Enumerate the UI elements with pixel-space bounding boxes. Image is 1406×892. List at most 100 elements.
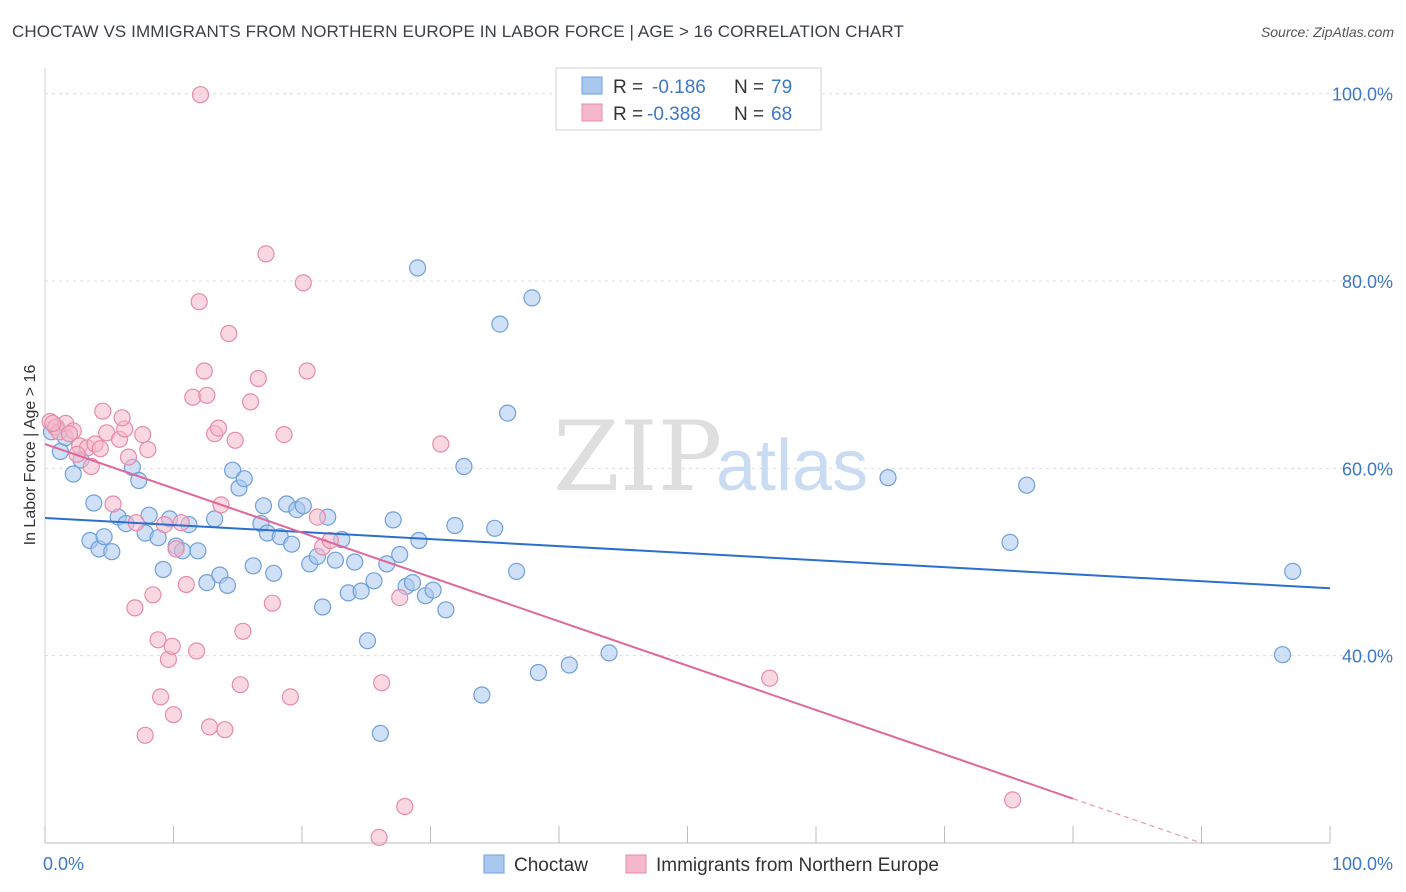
immigrants-point: [242, 393, 260, 411]
y-tick-label: 80.0%: [1342, 272, 1393, 292]
choctaw-point: [1001, 533, 1019, 552]
immigrants-point: [149, 631, 167, 649]
y-tick-label: 60.0%: [1342, 459, 1393, 479]
trend-line-choctaw: [44, 517, 1331, 590]
choctaw-point: [371, 724, 389, 743]
immigrants-point: [761, 669, 779, 687]
y-axis-label: In Labor Force | Age > 16: [22, 365, 39, 546]
immigrants-point: [44, 414, 62, 432]
immigrants-point: [373, 674, 391, 692]
legend-r-value-choctaw: -0.186: [652, 77, 706, 98]
legend-swatch-immigrants: [581, 103, 603, 122]
choctaw-point: [523, 289, 541, 307]
immigrants-point: [104, 495, 122, 513]
choctaw-point: [391, 545, 409, 564]
immigrants-point: [396, 797, 414, 816]
choctaw-point: [446, 516, 464, 535]
immigrants-point: [249, 369, 267, 388]
immigrants-point: [226, 431, 244, 449]
choctaw-point: [491, 315, 509, 333]
immigrants-point: [60, 425, 79, 443]
choctaw-point: [410, 531, 428, 550]
x-tick-labels: 0.0% 100.0%: [43, 854, 1393, 874]
axes: [44, 68, 1331, 844]
immigrants-point: [134, 426, 152, 444]
immigrants-point: [164, 706, 183, 724]
bottom-legend-swatch-immigrants: [625, 854, 647, 874]
immigrants-point: [190, 293, 208, 311]
immigrants-point: [281, 688, 299, 706]
immigrants-point: [152, 688, 170, 706]
legend-swatch-choctaw: [581, 76, 603, 95]
immigrants-point: [370, 828, 388, 847]
choctaw-point: [1018, 476, 1036, 494]
choctaw-point: [384, 511, 402, 529]
choctaw-point: [346, 553, 364, 571]
choctaw-point: [409, 259, 427, 277]
choctaw-point: [244, 557, 262, 575]
immigrants-point: [294, 274, 312, 292]
choctaw-point: [283, 535, 301, 553]
immigrants-point: [184, 388, 202, 406]
immigrants-point: [119, 448, 138, 466]
choctaw-point: [103, 543, 121, 561]
choctaw-point: [64, 465, 82, 483]
immigrants-point: [94, 402, 112, 420]
immigrants-point: [163, 637, 181, 655]
choctaw-point: [560, 656, 578, 674]
immigrants-point: [257, 245, 275, 263]
legend-n-value-immigrants: 68: [771, 104, 792, 125]
choctaw-point: [507, 562, 526, 581]
immigrants-point: [198, 386, 216, 404]
watermark: ZIP atlas: [553, 401, 868, 513]
bottom-legend-choctaw: Choctaw: [514, 855, 588, 876]
y-tick-labels: 40.0% 60.0% 80.0% 100.0%: [1332, 85, 1393, 667]
immigrants-point: [231, 676, 249, 694]
bottom-legend-immigrants: Immigrants from Northern Europe: [656, 855, 939, 876]
legend-n-label: N =: [734, 104, 764, 125]
immigrants-point: [188, 642, 206, 660]
immigrants-point: [216, 721, 234, 739]
choctaw-point: [189, 542, 207, 560]
watermark-atlas: atlas: [716, 426, 868, 506]
choctaw-point: [529, 663, 548, 682]
legend-r-label: R =: [613, 77, 643, 98]
immigrants-point: [177, 575, 195, 594]
choctaw-point: [486, 519, 504, 537]
bottom-legend-swatch-choctaw: [483, 854, 505, 874]
choctaw-point: [85, 494, 103, 512]
choctaw-point: [235, 470, 253, 488]
immigrants-point: [209, 419, 228, 437]
immigrants-point: [298, 362, 316, 380]
y-tick-label: 100.0%: [1332, 85, 1393, 105]
choctaw-point: [218, 576, 237, 595]
trend-line-immigrants-extension: [1072, 798, 1202, 844]
choctaw-point: [358, 632, 377, 650]
immigrants-points: [41, 86, 1022, 847]
legend-r-value-immigrants: -0.388: [647, 104, 701, 125]
choctaw-point: [455, 457, 473, 476]
choctaw-point: [254, 497, 273, 515]
choctaw-points: [42, 259, 1302, 743]
choctaw-point: [600, 644, 618, 662]
immigrants-point: [82, 457, 100, 476]
trend-lines: [44, 443, 1331, 844]
choctaw-point: [224, 461, 242, 479]
watermark-zip: ZIP: [553, 401, 722, 513]
choctaw-point: [294, 497, 312, 515]
immigrants-point: [172, 514, 190, 532]
choctaw-point: [365, 572, 383, 590]
choctaw-point: [1284, 562, 1302, 581]
choctaw-point: [130, 471, 148, 490]
x-tick-label-min: 0.0%: [43, 854, 84, 874]
immigrants-point: [391, 588, 409, 607]
bottom-legend: Choctaw Immigrants from Northern Europe: [483, 854, 939, 876]
chart-title: CHOCTAW VS IMMIGRANTS FROM NORTHERN EURO…: [12, 22, 904, 41]
legend-r-label: R =: [613, 104, 643, 125]
choctaw-point: [95, 528, 113, 546]
immigrants-point: [308, 508, 326, 526]
choctaw-point: [437, 601, 455, 619]
choctaw-point: [1273, 646, 1292, 664]
choctaw-point: [265, 564, 283, 582]
